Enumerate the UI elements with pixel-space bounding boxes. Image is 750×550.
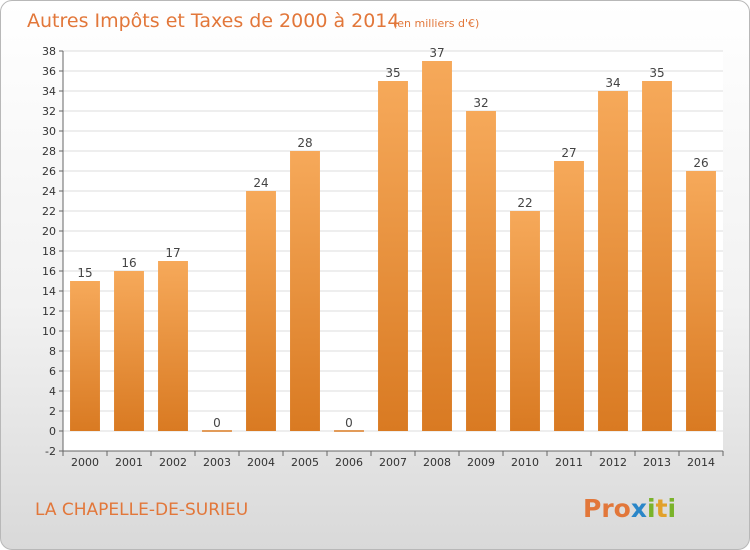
commune-name: LA CHAPELLE-DE-SURIEU [35,500,248,520]
x-tick-label: 2011 [555,456,583,469]
x-tick-label: 2014 [687,456,715,469]
bars: 15 16 17 0 24 28 0 35 37 32 22 27 34 35 26 [70,46,716,432]
bar-value-label: 35 [649,66,664,80]
bar [158,261,188,431]
bar-value-label: 26 [693,156,708,170]
chart-title: Autres Impôts et Taxes de 2000 à 2014 [27,10,400,32]
y-tick-label: 26 [42,165,56,178]
x-tick-label: 2001 [115,456,143,469]
y-tick-label: 2 [49,405,56,418]
y-tick-label: 10 [42,325,56,338]
x-tick-label: 2008 [423,456,451,469]
x-tick-label: 2013 [643,456,671,469]
bar-value-label: 37 [429,46,444,60]
bar-value-label: 24 [253,176,268,190]
y-tick-label: 4 [49,385,56,398]
x-tick-label: 2005 [291,456,319,469]
bar-value-label: 0 [345,416,353,430]
bar-value-label: 32 [473,96,488,110]
bar-value-label: 28 [297,136,312,150]
bar [598,91,628,431]
x-tick-label: 2003 [203,456,231,469]
y-tick-label: 24 [42,185,56,198]
bar [466,111,496,431]
bar-value-label: 22 [517,196,532,210]
bar-value-label: 27 [561,146,576,160]
bar [554,161,584,431]
proxiti-logo: Proxiti [583,494,676,523]
bar [642,81,672,431]
bar [246,191,276,431]
x-tick-label: 2012 [599,456,627,469]
axes: -202468101214161820222426283032343638200… [42,45,724,469]
bar [422,61,452,431]
bar-value-label: 15 [77,266,92,280]
y-tick-label: 8 [49,345,56,358]
y-tick-label: 6 [49,365,56,378]
y-tick-label: 0 [49,425,56,438]
bar [378,81,408,431]
bar [290,151,320,431]
y-tick-label: 12 [42,305,56,318]
y-tick-label: 34 [42,85,56,98]
bar-value-label: 16 [121,256,136,270]
bar [686,171,716,431]
bar [114,271,144,431]
bar [510,211,540,431]
bar-value-label: 34 [605,76,620,90]
y-tick-label: 32 [42,105,56,118]
y-tick-label: 18 [42,245,56,258]
y-tick-label: 30 [42,125,56,138]
x-tick-label: 2002 [159,456,187,469]
x-tick-label: 2010 [511,456,539,469]
y-tick-label: 22 [42,205,56,218]
y-tick-label: -2 [45,445,56,458]
x-tick-label: 2007 [379,456,407,469]
bar-value-label: 17 [165,246,180,260]
bar-value-label: 35 [385,66,400,80]
y-tick-label: 14 [42,285,56,298]
y-tick-label: 16 [42,265,56,278]
bar-value-label: 0 [213,416,221,430]
y-tick-label: 36 [42,65,56,78]
y-tick-label: 38 [42,45,56,58]
x-tick-label: 2000 [71,456,99,469]
bar [70,281,100,431]
x-tick-label: 2004 [247,456,275,469]
unit-note: (en milliers d'€) [393,17,479,30]
x-tick-label: 2009 [467,456,495,469]
y-tick-label: 28 [42,145,56,158]
x-tick-label: 2006 [335,456,363,469]
y-tick-label: 20 [42,225,56,238]
